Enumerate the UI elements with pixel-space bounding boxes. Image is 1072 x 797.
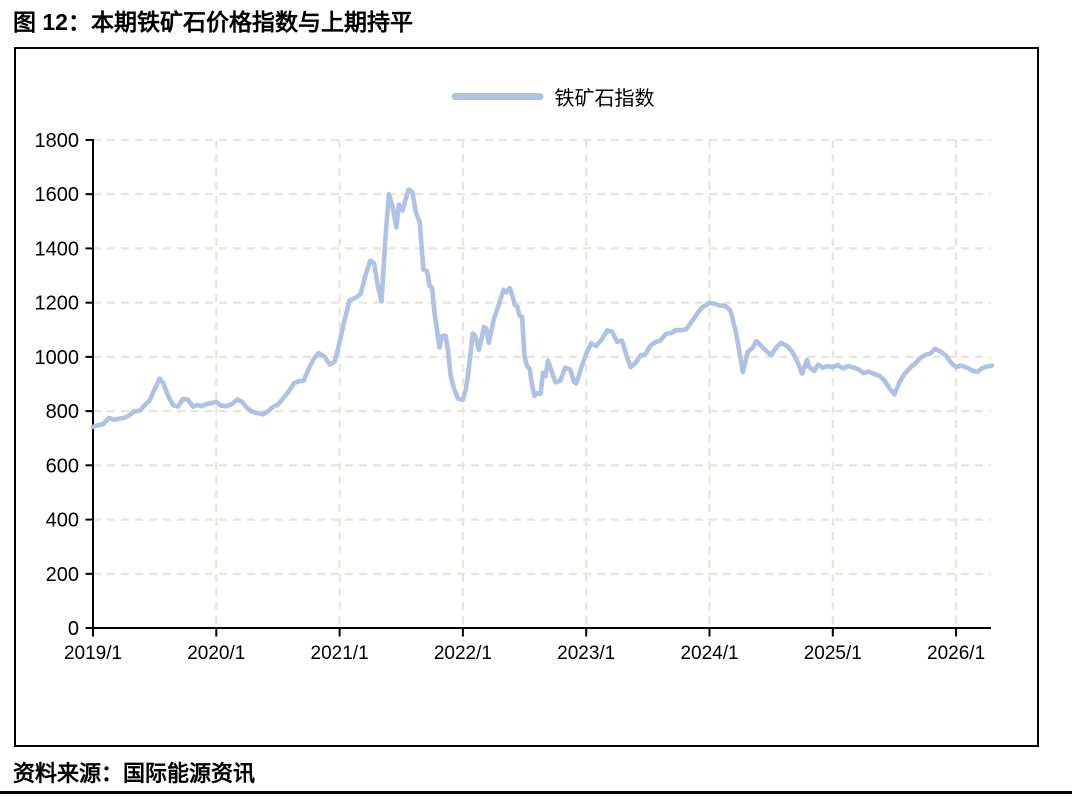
bottom-divider — [0, 791, 1072, 794]
legend-line-swatch — [451, 93, 544, 100]
figure-title: 图 12：本期铁矿石价格指数与上期持平 — [13, 9, 413, 35]
source-note: 资料来源：国际能源资讯 — [13, 761, 256, 786]
legend: 铁矿石指数 — [451, 82, 655, 111]
chart-frame — [14, 47, 1039, 747]
legend-label: 铁矿石指数 — [554, 88, 655, 110]
